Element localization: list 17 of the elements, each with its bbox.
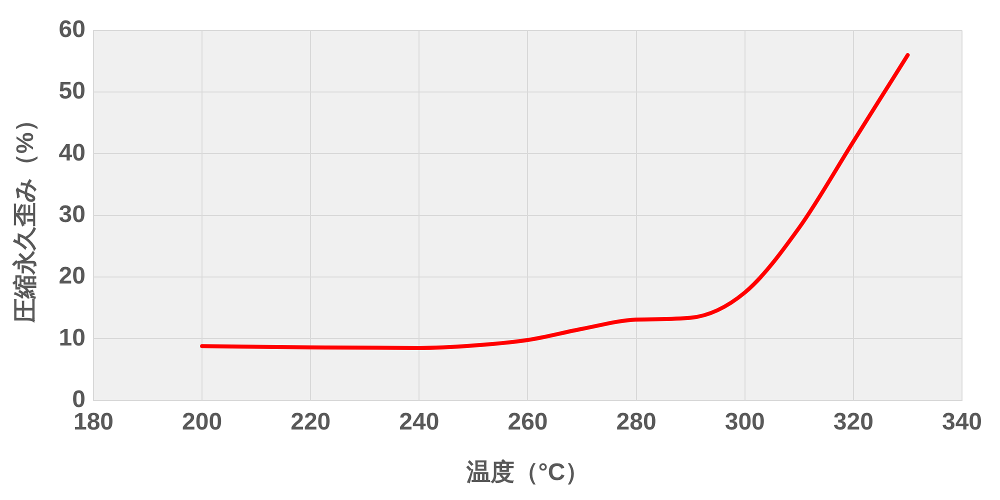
y-tick-label: 40 [58,139,86,166]
x-tick-label: 220 [290,408,331,436]
y-tick-label: 30 [58,201,86,228]
x-tick-label: 320 [833,408,874,436]
x-tick-label: 240 [399,408,440,436]
x-tick-label: 280 [616,408,656,436]
x-axis-title: 温度（°C） [465,459,590,486]
line-series [200,53,910,350]
x-tick-label: 300 [724,408,765,436]
y-tick-label: 50 [58,78,86,105]
x-tick-label: 260 [508,408,548,436]
y-tick-label: 60 [58,16,86,44]
y-axis-title: 圧縮永久歪み（%） [12,108,40,324]
x-tick-label: 340 [942,408,982,436]
y-tick-label: 20 [58,262,86,290]
y-tick-label: 10 [58,324,86,352]
x-tick-label: 200 [182,408,222,436]
